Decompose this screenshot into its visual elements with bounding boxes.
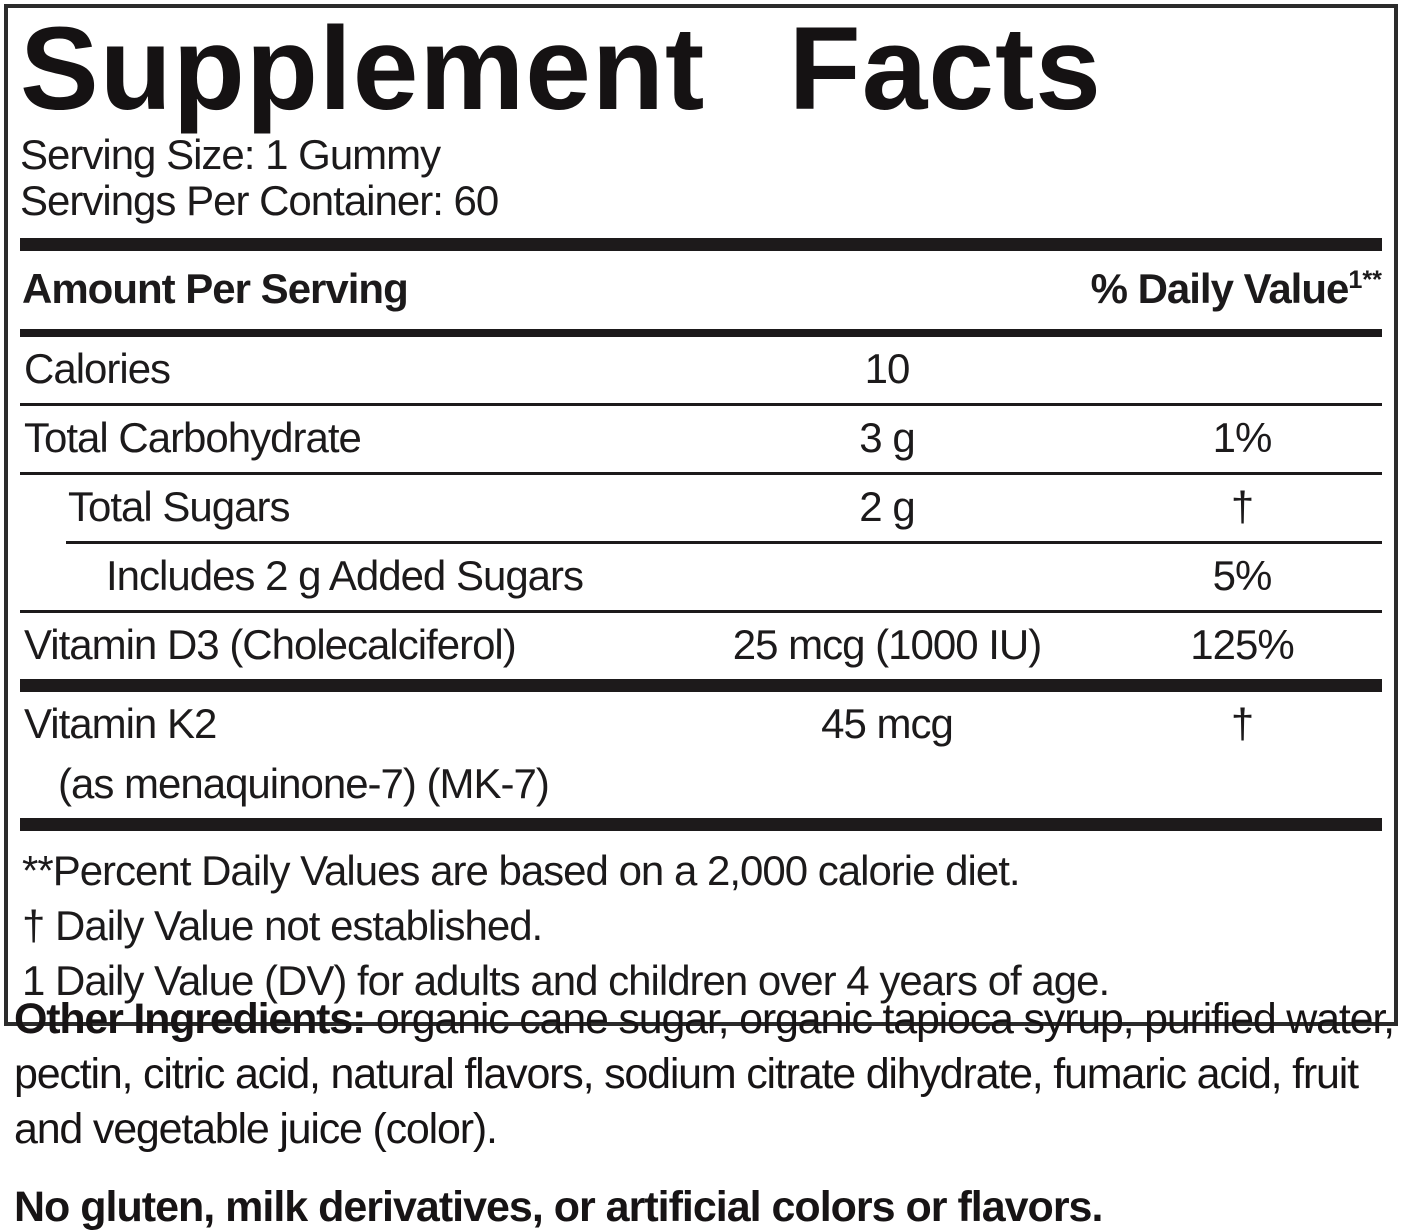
supplement-facts-panel: Supplement Facts Serving Size: 1 Gummy S… (4, 4, 1398, 1026)
divider-thin (20, 472, 1382, 475)
table-header: Amount Per Serving % Daily Value1** (20, 251, 1382, 329)
nutrient-name: Total Carbohydrate (24, 414, 362, 461)
nutrient-name: Vitamin D3 (Cholecalciferol) (24, 621, 517, 668)
footnote: **Percent Daily Values are based on a 2,… (22, 847, 1021, 894)
nutrient-row: Includes 2 g Added Sugars 5% (20, 544, 1382, 610)
allergen-statement: No gluten, milk derivatives, or artifici… (14, 1183, 1103, 1231)
nutrient-amount: 10 (864, 345, 911, 392)
divider-thin (20, 403, 1382, 406)
nutrient-daily-value: † (1230, 700, 1254, 747)
nutrient-rows: Calories 10 Total Carbohydrate 3 g 1% Total S… (20, 337, 1382, 831)
other-ingredients-label: Other Ingredients: (14, 995, 366, 1043)
servings-per-container: Servings Per Container: 60 (20, 177, 499, 224)
nutrient-row: Total Sugars 2 g † (20, 475, 1382, 541)
nutrient-row: Total Carbohydrate 3 g 1% (20, 406, 1382, 472)
serving-size: Serving Size: 1 Gummy (20, 131, 441, 178)
other-ingredients-list: organic cane sugar, organic tapioca syru… (14, 995, 1395, 1153)
nutrient-amount: 25 mcg (1000 IU) (732, 621, 1042, 668)
amount-per-serving-header: Amount Per Serving (22, 265, 409, 312)
divider-medium-header (20, 329, 1382, 337)
divider-thick (20, 818, 1382, 831)
divider-thick (20, 679, 1382, 692)
daily-value-superscript: 1** (1348, 266, 1382, 294)
nutrient-amount: 2 g (859, 483, 915, 530)
serving-info: Serving Size: 1 Gummy Servings Per Conta… (20, 132, 1382, 224)
below-panel-text: Other Ingredients: organic cane sugar, o… (14, 992, 1395, 1232)
other-ingredients: Other Ingredients: organic cane sugar, o… (14, 992, 1395, 1157)
divider-thin (66, 541, 1382, 544)
nutrient-amount: 3 g (859, 414, 915, 461)
nutrient-row: Vitamin D3 (Cholecalciferol) 25 mcg (1000… (20, 613, 1382, 679)
footnotes: **Percent Daily Values are based on a 2,… (20, 831, 1382, 1022)
nutrient-name: Vitamin K2 (24, 700, 217, 747)
nutrient-daily-value: 5% (1212, 552, 1273, 599)
footnote: † Daily Value not established. (22, 902, 543, 949)
nutrient-name: Calories (24, 345, 171, 392)
nutrient-row: Vitamin K2 45 mcg † (as menaquinone-7) (MK-… (20, 692, 1382, 818)
nutrient-daily-value: † (1230, 483, 1254, 530)
nutrient-row: Calories 10 (20, 337, 1382, 403)
nutrient-amount: 45 mcg (821, 700, 954, 747)
nutrient-daily-value: 1% (1212, 414, 1273, 461)
nutrient-name: Includes 2 g Added Sugars (106, 552, 584, 599)
divider-thick-top (20, 238, 1382, 251)
nutrient-name: Total Sugars (68, 483, 290, 530)
nutrient-daily-value: 125% (1190, 621, 1294, 668)
nutrient-name-line2: (as menaquinone-7) (MK-7) (58, 760, 550, 807)
footnote: 1 Daily Value (DV) for adults and childr… (22, 957, 1110, 1004)
panel-title: Supplement Facts (20, 3, 1102, 135)
divider-thin (20, 610, 1382, 613)
daily-value-header: % Daily Value1** (1090, 265, 1382, 312)
